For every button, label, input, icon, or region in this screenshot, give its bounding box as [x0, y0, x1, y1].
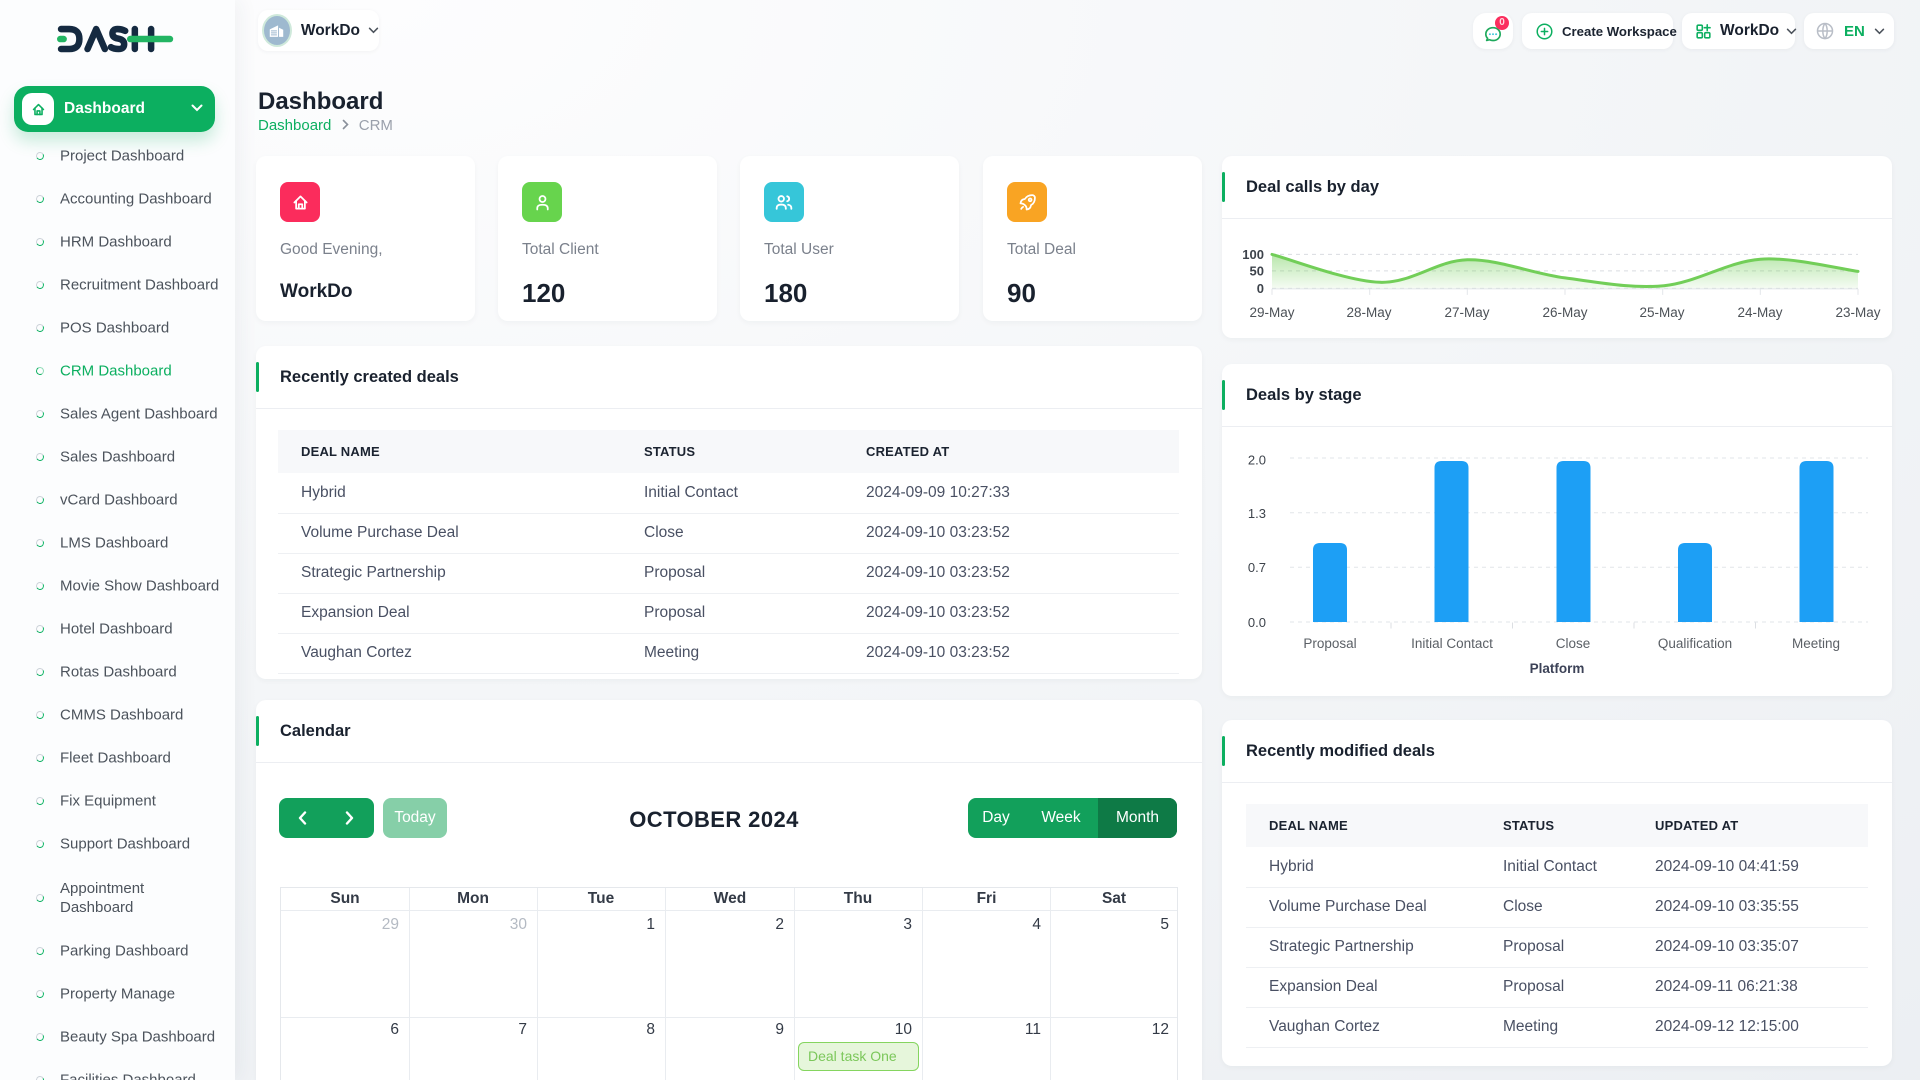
svg-text:1.3: 1.3 — [1248, 506, 1266, 521]
svg-text:0.7: 0.7 — [1248, 560, 1266, 575]
svg-text:0: 0 — [1257, 281, 1264, 296]
svg-text:2.0: 2.0 — [1248, 453, 1266, 468]
svg-text:50: 50 — [1250, 264, 1264, 279]
svg-text:100: 100 — [1242, 247, 1264, 262]
svg-text:0.0: 0.0 — [1248, 615, 1266, 630]
